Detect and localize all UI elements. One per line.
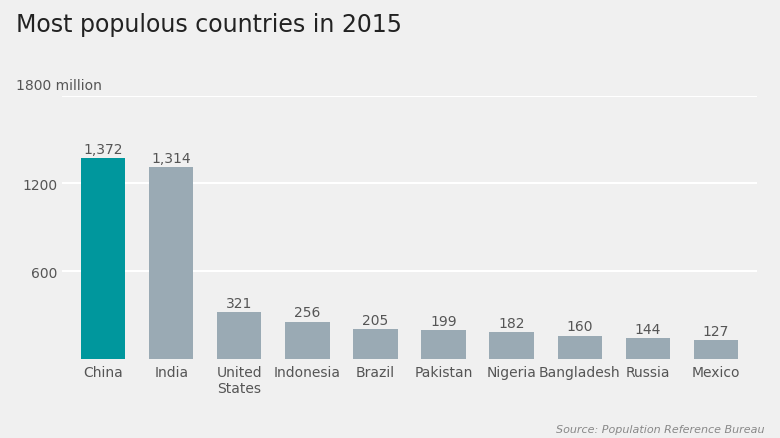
Text: 199: 199 — [431, 314, 457, 328]
Text: 1800 million: 1800 million — [16, 79, 101, 93]
Bar — [626, 338, 670, 359]
Text: 1,314: 1,314 — [151, 151, 191, 165]
Bar — [693, 341, 738, 359]
Text: 182: 182 — [498, 316, 525, 330]
Bar — [353, 329, 398, 359]
Text: Source: Population Reference Bureau: Source: Population Reference Bureau — [556, 424, 764, 434]
Bar — [218, 312, 261, 359]
Text: 144: 144 — [634, 322, 661, 336]
Text: 321: 321 — [226, 296, 253, 310]
Bar — [490, 332, 534, 359]
Text: 1,372: 1,372 — [83, 143, 123, 157]
Bar — [149, 167, 193, 359]
Text: 127: 127 — [703, 325, 729, 339]
Bar — [285, 322, 329, 359]
Bar — [558, 336, 601, 359]
Bar — [421, 330, 466, 359]
Text: Most populous countries in 2015: Most populous countries in 2015 — [16, 13, 402, 37]
Text: 160: 160 — [566, 320, 593, 334]
Text: 256: 256 — [294, 306, 321, 320]
Text: 205: 205 — [363, 313, 388, 327]
Bar — [81, 159, 126, 359]
